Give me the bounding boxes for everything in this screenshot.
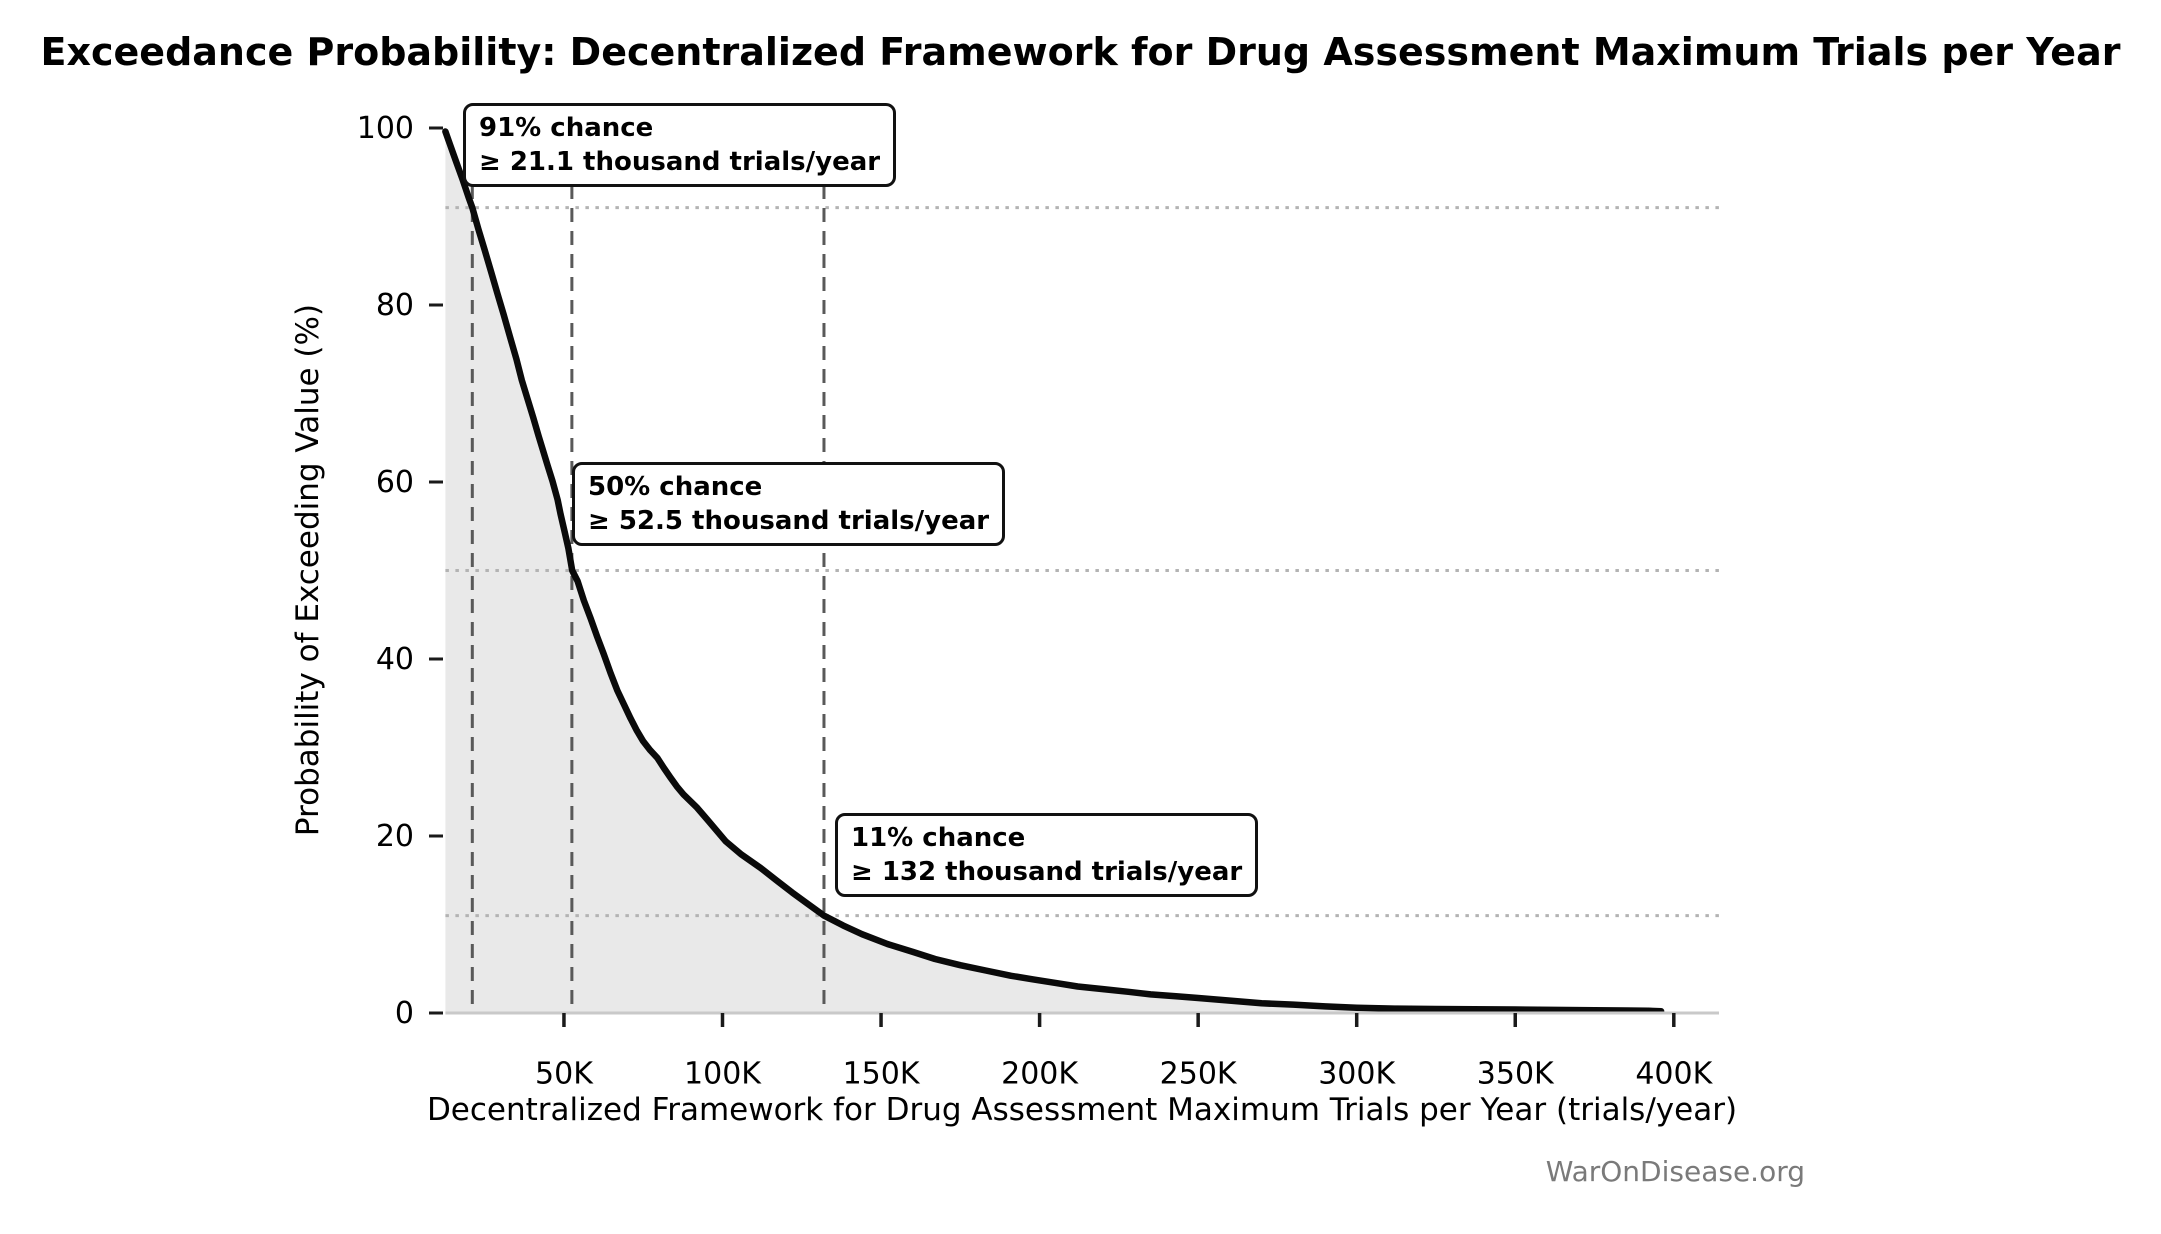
annotation-11pct-chance: 11% chance: [851, 823, 1026, 853]
x-tick-label-50K: 50K: [535, 1057, 594, 1092]
watermark-text: WarOnDisease.org: [1545, 1155, 1805, 1188]
curve-fill-area: [445, 131, 1662, 1013]
x-tick-label-400K: 400K: [1635, 1057, 1713, 1092]
y-axis-label: Probability of Exceeding Value (%): [290, 303, 326, 837]
x-tick-label-350K: 350K: [1477, 1057, 1555, 1092]
exceedance-curve: [442, 128, 1665, 1015]
annotation-11pct-value: ≥ 132 thousand trials/year: [851, 857, 1243, 887]
y-tick-label-100: 100: [357, 111, 414, 146]
annotation-91pct-chance: 91% chance: [479, 113, 654, 143]
annotation-50pct: 50% chance ≥ 52.5 thousand trials/year: [572, 462, 1006, 546]
annotation-50pct-value: ≥ 52.5 thousand trials/year: [588, 506, 990, 536]
x-tick-label-250K: 250K: [1160, 1057, 1238, 1092]
annotation-91pct-value: ≥ 21.1 thousand trials/year: [479, 147, 881, 177]
x-tick-label-200K: 200K: [1001, 1057, 1079, 1092]
y-tick-label-0: 0: [395, 996, 414, 1031]
annotation-11pct: 11% chance ≥ 132 thousand trials/year: [835, 813, 1259, 897]
annotation-91pct: 91% chance ≥ 21.1 thousand trials/year: [463, 103, 897, 187]
annotation-50pct-chance: 50% chance: [588, 472, 763, 502]
y-tick-label-40: 40: [376, 642, 414, 677]
y-tick-label-20: 20: [376, 819, 414, 854]
x-axis-label: Decentralized Framework for Drug Assessm…: [426, 1092, 1738, 1128]
x-tick-label-300K: 300K: [1318, 1057, 1396, 1092]
x-tick-label-100K: 100K: [684, 1057, 762, 1092]
y-tick-label-80: 80: [376, 288, 414, 323]
x-tick-label-150K: 150K: [843, 1057, 921, 1092]
y-tick-label-60: 60: [376, 465, 414, 500]
chart-title: Exceedance Probability: Decentralized Fr…: [40, 30, 2121, 74]
